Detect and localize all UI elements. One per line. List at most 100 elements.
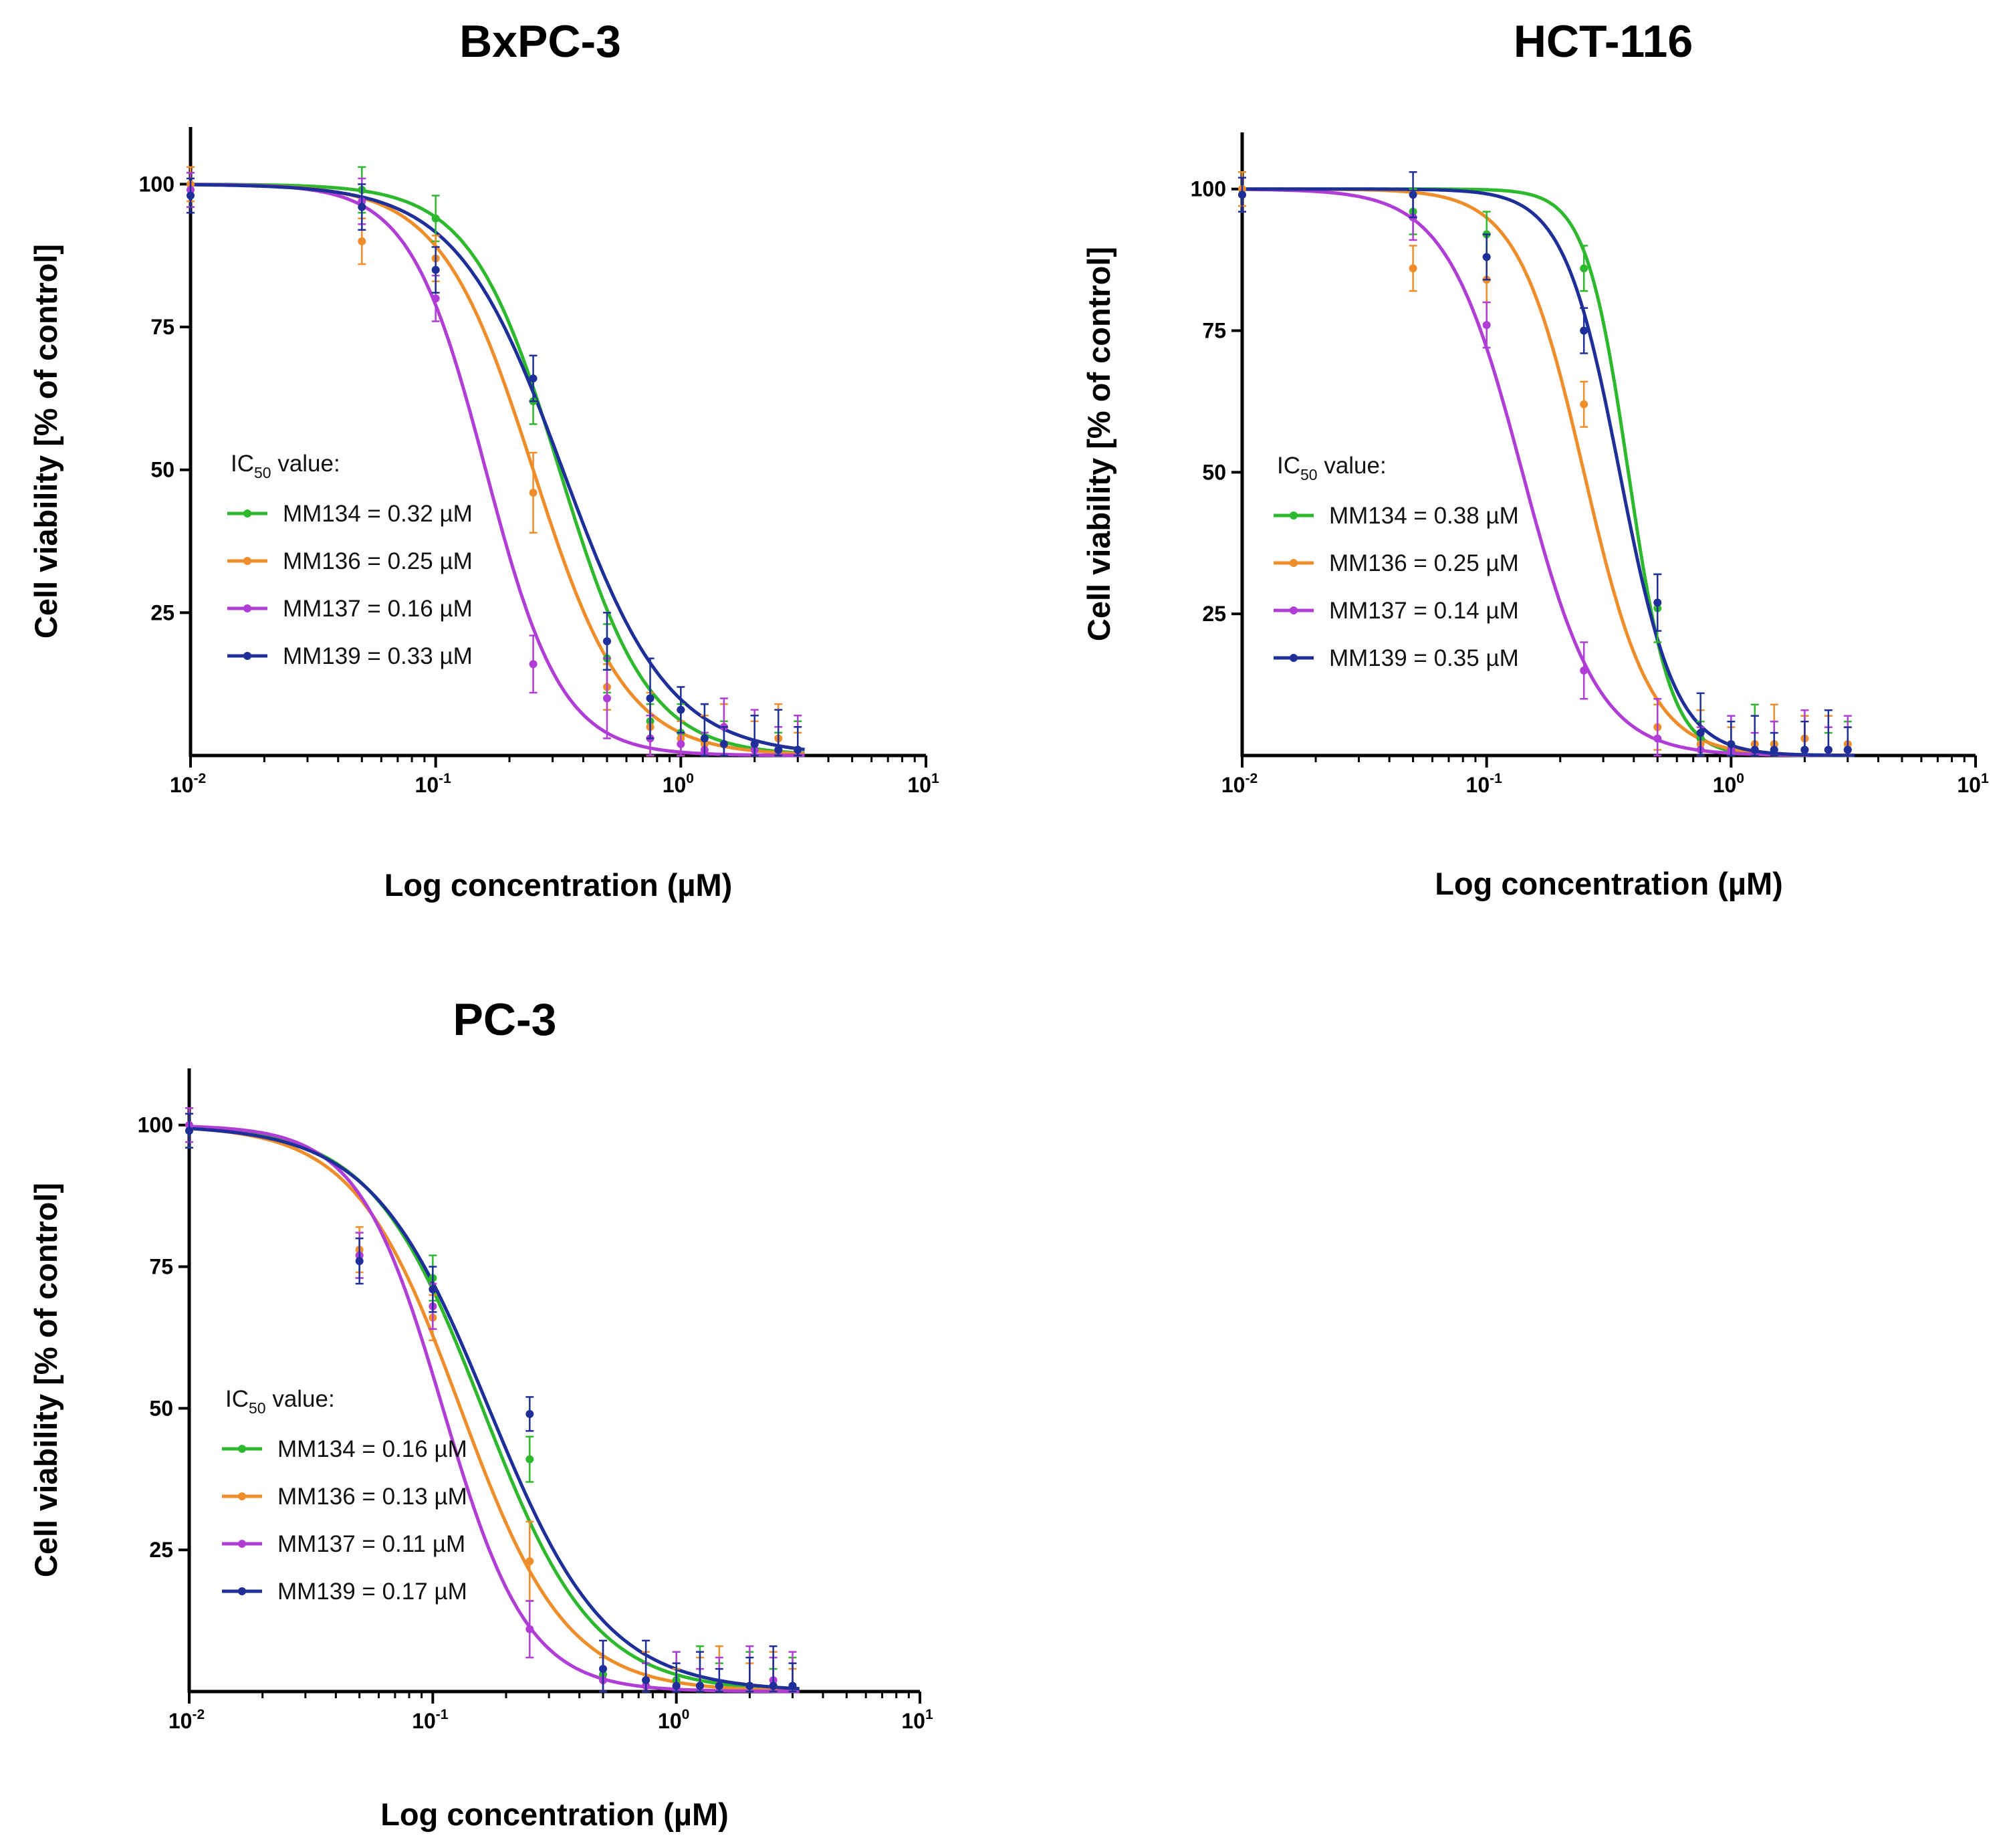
data-point-MM137: [677, 739, 685, 748]
legend-label-MM136: MM136 = 0.25 µM: [283, 548, 473, 574]
legend-marker-MM134: [238, 1445, 246, 1453]
data-point-MM136: [1580, 400, 1588, 409]
x-tick-exponent: -2: [1245, 771, 1258, 786]
data-point-MM137: [602, 694, 611, 703]
x-tick-label: 10-1: [412, 1707, 449, 1733]
legend-title-sub: 50: [1300, 466, 1318, 483]
x-tick-label: 10-1: [1466, 771, 1503, 797]
y-tick-label: 50: [149, 1396, 173, 1420]
x-tick-label: 10-2: [170, 771, 206, 797]
data-point-MM139: [1824, 745, 1832, 754]
data-point-MM139: [642, 1676, 650, 1685]
chart-panel-1: BxPC-3 Cell viability [% of control] Log c…: [28, 16, 939, 903]
data-point-MM137: [525, 1625, 534, 1633]
legend-title: IC50 value:: [225, 1386, 335, 1417]
chart-panel-2: HCT-116 Cell viability [% of control] Log …: [1081, 16, 1989, 901]
x-tick-exponent: 0: [682, 1707, 690, 1722]
y-tick-label: 75: [149, 1255, 173, 1279]
x-tick-label: 101: [907, 771, 939, 797]
x-tick-exponent: 0: [686, 771, 694, 786]
x-tick-label: 10-2: [1221, 771, 1258, 797]
x-tick-label: 101: [901, 1707, 933, 1733]
data-point-MM139: [719, 739, 728, 748]
legend-marker-MM136: [238, 1492, 246, 1500]
data-point-MM139: [1843, 745, 1852, 754]
legend-label-MM134: MM134 = 0.32 µM: [283, 501, 473, 527]
data-point-MM134: [525, 1455, 534, 1464]
y-tick-label: 100: [1191, 177, 1226, 201]
data-point-MM139: [525, 1409, 534, 1418]
data-point-MM139: [1238, 191, 1246, 199]
data-point-MM139: [1653, 598, 1662, 607]
legend-marker-MM137: [1290, 606, 1298, 614]
y-tick-label: 100: [138, 1113, 173, 1137]
y-tick-label: 100: [139, 172, 174, 196]
legend-marker-MM139: [238, 1587, 246, 1595]
x-tick-base: 10: [907, 773, 931, 797]
legend-label-MM137: MM137 = 0.14 µM: [1329, 598, 1519, 624]
data-point-MM136: [1409, 264, 1417, 273]
x-tick-label: 10-1: [415, 771, 452, 797]
legend-marker-MM134: [1290, 511, 1298, 519]
legend-label-MM139: MM139 = 0.35 µM: [1329, 645, 1519, 671]
data-point-MM139: [598, 1665, 607, 1673]
data-point-MM139: [794, 745, 802, 754]
fit-curve-MM139: [189, 1127, 800, 1691]
x-tick-exponent: -1: [1490, 771, 1502, 786]
x-tick-base: 10: [168, 1709, 193, 1733]
x-tick-base: 10: [1957, 773, 1981, 797]
y-tick-label: 50: [150, 458, 174, 482]
data-point-MM139: [788, 1682, 797, 1690]
data-point-MM139: [750, 739, 759, 748]
legend-marker-MM134: [243, 509, 251, 517]
data-point-MM139: [1409, 191, 1417, 199]
x-tick-base: 10: [415, 773, 439, 797]
x-tick-exponent: -2: [193, 771, 206, 786]
legend-label-MM136: MM136 = 0.25 µM: [1329, 550, 1519, 576]
legend-title-sub: 50: [254, 464, 271, 481]
data-point-MM139: [431, 265, 440, 274]
chart-title: BxPC-3: [459, 16, 621, 67]
data-point-MM139: [769, 1682, 778, 1690]
y-tick-label: 25: [149, 1538, 173, 1562]
legend-marker-MM139: [243, 652, 251, 660]
data-point-MM139: [529, 374, 538, 382]
data-point-MM139: [358, 203, 366, 211]
x-tick-exponent: 1: [1981, 771, 1989, 786]
legend-title: IC50 value:: [231, 451, 340, 481]
data-point-MM137: [1653, 734, 1662, 743]
data-point-MM136: [529, 488, 538, 497]
legend-title-rest: value:: [1318, 453, 1387, 479]
legend-title: IC50 value:: [1277, 453, 1387, 483]
data-point-MM136: [358, 237, 366, 245]
x-tick-exponent: 1: [925, 1707, 933, 1722]
data-point-MM139: [355, 1257, 364, 1266]
fit-curve-MM137: [1242, 187, 1855, 758]
y-axis-title: Cell viability [% of control]: [28, 1183, 64, 1577]
x-tick-exponent: -1: [436, 1707, 449, 1722]
x-tick-exponent: -2: [192, 1707, 205, 1722]
y-axis-title: Cell viability [% of control]: [28, 244, 64, 639]
data-point-MM139: [185, 1127, 193, 1135]
data-point-MM139: [187, 191, 195, 200]
data-point-MM139: [677, 705, 685, 714]
data-point-MM134: [1580, 264, 1588, 273]
data-point-MM137: [1482, 321, 1491, 330]
data-point-MM137: [431, 294, 440, 303]
x-tick-label: 101: [1957, 771, 1989, 797]
y-tick-label: 75: [150, 315, 174, 339]
legend-label-MM139: MM139 = 0.17 µM: [277, 1579, 467, 1605]
data-point-MM139: [1800, 745, 1809, 754]
legend-title-main: IC: [231, 451, 254, 477]
fit-curve-MM137: [189, 1125, 800, 1694]
x-tick-exponent: 1: [931, 771, 939, 786]
x-tick-label: 10-2: [168, 1707, 205, 1733]
chart-panel-3: PC-3 Cell viability [% of control] Log con…: [28, 994, 933, 1832]
x-tick-base: 10: [1713, 773, 1737, 797]
y-tick-label: 75: [1202, 319, 1226, 343]
data-point-MM139: [715, 1682, 723, 1690]
fit-curve-MM139: [190, 183, 805, 752]
x-tick-exponent: -1: [439, 771, 451, 786]
legend-marker-MM137: [238, 1540, 246, 1548]
